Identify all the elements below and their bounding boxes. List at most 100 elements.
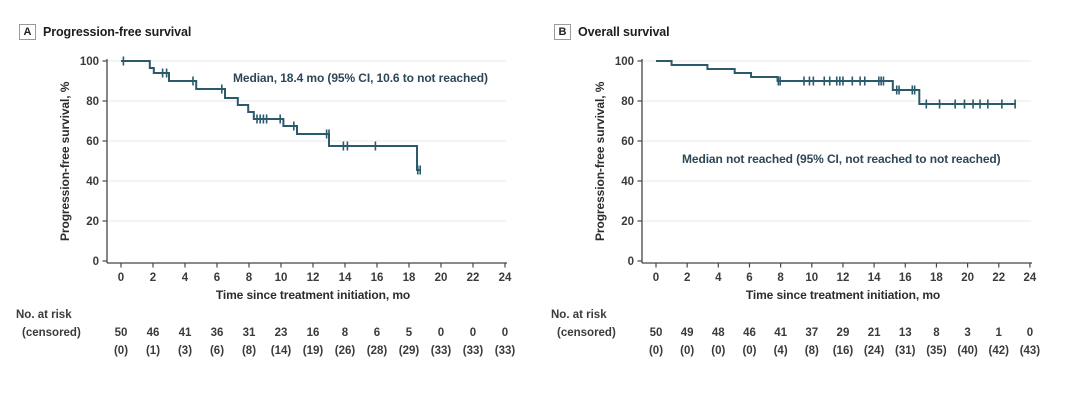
panel-b-header: B Overall survival bbox=[554, 23, 670, 41]
at-risk-count: 1 bbox=[996, 327, 1003, 339]
x-tick-label: 22 bbox=[992, 272, 1005, 284]
at-risk-count: 0 bbox=[1027, 327, 1033, 339]
y-tick-label: 100 bbox=[80, 56, 99, 68]
at-risk-count: 50 bbox=[115, 327, 128, 339]
at-risk-count: 41 bbox=[774, 327, 787, 339]
y-tick-label: 100 bbox=[615, 56, 634, 68]
censored-count: (16) bbox=[833, 345, 854, 357]
at-risk-count: 5 bbox=[406, 327, 413, 339]
x-tick-label: 6 bbox=[214, 272, 220, 284]
censored-count: (6) bbox=[210, 345, 224, 357]
x-tick-label: 2 bbox=[684, 272, 690, 284]
censored-count: (0) bbox=[742, 345, 756, 357]
x-tick-label: 18 bbox=[403, 272, 416, 284]
at-risk-count: 23 bbox=[275, 327, 288, 339]
x-tick-label: 10 bbox=[275, 272, 288, 284]
x-tick-label: 14 bbox=[868, 272, 881, 284]
panel-b-risk-label: No. at risk bbox=[551, 309, 607, 321]
y-tick-label: 80 bbox=[621, 96, 634, 108]
panel-a-censored-label: (censored) bbox=[22, 327, 81, 339]
panel-progression-free-survival: A Progression-free survival Progression-… bbox=[16, 23, 516, 357]
at-risk-count: 21 bbox=[868, 327, 881, 339]
panel-b-letter-badge: B bbox=[554, 24, 571, 40]
y-tick-label: 40 bbox=[621, 176, 634, 188]
at-risk-count: 49 bbox=[681, 327, 694, 339]
panel-a-header: A Progression-free survival bbox=[19, 23, 191, 41]
censored-count: (8) bbox=[805, 345, 819, 357]
censored-count: (0) bbox=[114, 345, 128, 357]
x-tick-label: 12 bbox=[307, 272, 320, 284]
x-tick-label: 24 bbox=[499, 272, 512, 284]
at-risk-count: 36 bbox=[211, 327, 224, 339]
at-risk-count: 16 bbox=[307, 327, 320, 339]
y-tick-label: 40 bbox=[86, 176, 99, 188]
x-tick-label: 8 bbox=[246, 272, 253, 284]
x-tick-label: 16 bbox=[371, 272, 384, 284]
x-tick-label: 2 bbox=[150, 272, 156, 284]
censored-count: (4) bbox=[774, 345, 788, 357]
x-tick-label: 20 bbox=[435, 272, 448, 284]
x-tick-label: 18 bbox=[930, 272, 943, 284]
at-risk-count: 3 bbox=[964, 327, 970, 339]
x-tick-label: 8 bbox=[777, 272, 784, 284]
y-tick-label: 80 bbox=[86, 96, 99, 108]
censored-count: (26) bbox=[335, 345, 356, 357]
x-tick-label: 22 bbox=[467, 272, 480, 284]
censored-count: (0) bbox=[649, 345, 663, 357]
censored-count: (33) bbox=[431, 345, 452, 357]
at-risk-count: 29 bbox=[837, 327, 850, 339]
panel-overall-survival: B Overall survival Progression-free surv… bbox=[535, 0, 1080, 400]
panel-b-censored-label: (censored) bbox=[557, 327, 616, 339]
at-risk-count: 8 bbox=[933, 327, 940, 339]
censored-count: (8) bbox=[242, 345, 256, 357]
censored-count: (28) bbox=[367, 345, 388, 357]
censored-count: (42) bbox=[989, 345, 1010, 357]
y-tick-label: 20 bbox=[86, 216, 99, 228]
at-risk-count: 46 bbox=[743, 327, 756, 339]
censored-count: (29) bbox=[399, 345, 420, 357]
x-tick-label: 24 bbox=[1024, 272, 1037, 284]
x-tick-label: 0 bbox=[118, 272, 124, 284]
y-tick-label: 0 bbox=[628, 256, 634, 268]
censored-count: (33) bbox=[495, 345, 516, 357]
at-risk-count: 0 bbox=[438, 327, 444, 339]
censored-count: (3) bbox=[178, 345, 192, 357]
censored-count: (31) bbox=[895, 345, 916, 357]
km-curve bbox=[656, 60, 1016, 105]
y-tick-label: 60 bbox=[86, 136, 99, 148]
panel-a-risk-label: No. at risk bbox=[16, 309, 72, 321]
x-tick-label: 6 bbox=[746, 272, 752, 284]
at-risk-count: 31 bbox=[243, 327, 256, 339]
x-tick-label: 10 bbox=[805, 272, 818, 284]
at-risk-count: 13 bbox=[899, 327, 912, 339]
x-tick-label: 12 bbox=[837, 272, 850, 284]
x-tick-label: 4 bbox=[182, 272, 189, 284]
censored-count: (0) bbox=[711, 345, 725, 357]
panel-b-title: Overall survival bbox=[578, 25, 670, 39]
censored-count: (1) bbox=[146, 345, 160, 357]
x-tick-label: 16 bbox=[899, 272, 912, 284]
panel-a-letter-badge: A bbox=[19, 24, 36, 40]
y-tick-label: 20 bbox=[621, 216, 634, 228]
censored-count: (35) bbox=[926, 345, 947, 357]
at-risk-count: 6 bbox=[374, 327, 380, 339]
censored-count: (33) bbox=[463, 345, 484, 357]
y-tick-label: 60 bbox=[621, 136, 634, 148]
panel-a-x-axis-label: Time since treatment initiation, mo bbox=[215, 288, 411, 302]
at-risk-count: 0 bbox=[470, 327, 476, 339]
censored-count: (0) bbox=[680, 345, 694, 357]
censored-count: (40) bbox=[957, 345, 978, 357]
at-risk-count: 41 bbox=[179, 327, 192, 339]
at-risk-count: 0 bbox=[502, 327, 508, 339]
x-tick-label: 0 bbox=[653, 272, 659, 284]
at-risk-count: 8 bbox=[342, 327, 349, 339]
panel-b-x-axis-label: Time since treatment initiation, mo bbox=[745, 288, 941, 302]
panel-a-median-annotation: Median, 18.4 mo (95% CI, 10.6 to not rea… bbox=[233, 71, 488, 85]
panel-b-median-annotation: Median not reached (95% CI, not reached … bbox=[682, 152, 1001, 166]
censored-count: (43) bbox=[1020, 345, 1041, 357]
at-risk-count: 50 bbox=[650, 327, 663, 339]
x-tick-label: 4 bbox=[715, 272, 722, 284]
